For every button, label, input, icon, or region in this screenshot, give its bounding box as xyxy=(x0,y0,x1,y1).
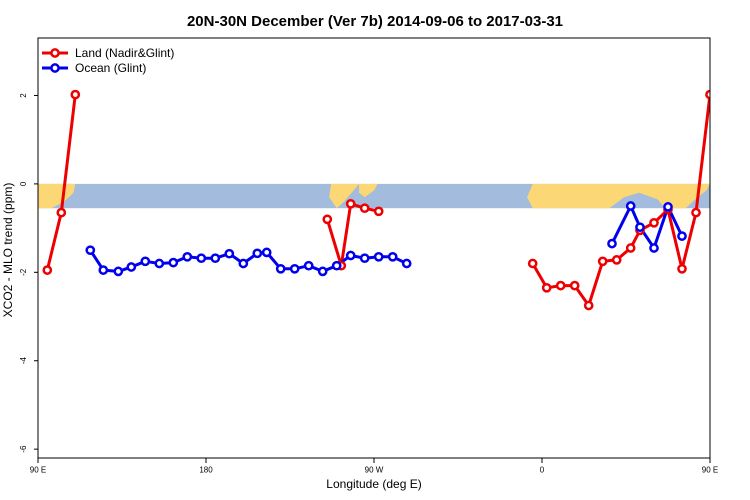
land-data-point xyxy=(42,265,53,275)
ocean-data-point xyxy=(373,251,384,262)
map-land xyxy=(38,183,76,209)
ocean-data-point xyxy=(85,245,96,256)
ocean-data-point xyxy=(331,260,342,271)
ocean-data-point xyxy=(252,248,263,259)
ocean-data-point xyxy=(168,257,179,268)
land-data-point xyxy=(345,198,356,209)
y-tick-label: 0 xyxy=(19,181,28,186)
ocean-data-point xyxy=(238,258,249,269)
x-axis: 90 E 180 90 W 0 90 E xyxy=(30,458,718,475)
ocean-data-point xyxy=(210,253,221,264)
ocean-data-point xyxy=(113,266,124,277)
x-axis-label: Longitude (deg E) xyxy=(326,477,421,491)
ocean-data-point xyxy=(359,253,370,264)
world-map-band xyxy=(38,183,710,209)
ocean-data-point xyxy=(196,253,207,264)
legend-ocean-marker xyxy=(50,63,60,73)
ocean-data-point xyxy=(744,268,750,275)
legend-land-marker xyxy=(50,48,60,58)
y-tick-label: -4 xyxy=(19,357,28,365)
ocean-data-point xyxy=(677,231,687,241)
ocean-data-point xyxy=(625,201,636,211)
x-tick-label: 90 W xyxy=(365,466,384,475)
land-data-point xyxy=(625,243,636,253)
ocean-data-point xyxy=(154,258,165,269)
ocean-data-point xyxy=(224,248,235,259)
ocean-data-point xyxy=(663,202,673,212)
ocean-data-point xyxy=(401,258,412,269)
ocean-series-line xyxy=(719,250,750,271)
ocean-data-point xyxy=(716,247,723,254)
ocean-data-point xyxy=(289,263,300,274)
land-data-point xyxy=(527,258,538,269)
y-tick-label: 2 xyxy=(19,93,28,98)
land-data-point xyxy=(373,206,384,217)
ocean-data-point xyxy=(140,256,151,267)
x-tick-label: 180 xyxy=(199,466,213,475)
series-points xyxy=(42,89,750,311)
land-data-point xyxy=(541,282,552,293)
ocean-data-point xyxy=(387,251,398,262)
legend-land-label: Land (Nadir&Glint) xyxy=(75,46,174,60)
ocean-data-point xyxy=(126,262,137,272)
ocean-data-point xyxy=(649,243,659,253)
chart-title: 20N-30N December (Ver 7b) 2014-09-06 to … xyxy=(187,13,563,30)
legend: Land (Nadir&Glint)Ocean (Glint) xyxy=(42,46,174,75)
land-data-point xyxy=(705,89,710,100)
ocean-data-point xyxy=(182,251,193,262)
ocean-series-line xyxy=(89,249,408,273)
land-data-point xyxy=(555,280,566,291)
land-data-point xyxy=(359,203,370,214)
x-tick-label: 90 E xyxy=(30,466,46,475)
land-data-point xyxy=(677,263,687,274)
ocean-data-point xyxy=(275,263,286,274)
ocean-data-point xyxy=(635,222,645,233)
land-data-point xyxy=(691,207,701,218)
land-data-point xyxy=(649,217,659,228)
land-series-line xyxy=(45,94,77,271)
map-land xyxy=(527,183,710,209)
land-data-point xyxy=(569,280,580,291)
land-data-point xyxy=(583,300,594,311)
ocean-data-point xyxy=(607,238,617,249)
y-tick-label: -6 xyxy=(19,445,28,453)
ocean-data-point xyxy=(98,265,109,275)
ocean-data-point xyxy=(317,266,328,277)
legend-ocean-label: Ocean (Glint) xyxy=(75,61,146,75)
map-land xyxy=(359,183,378,198)
land-data-point xyxy=(70,89,81,100)
plot-frame xyxy=(37,37,711,459)
ocean-data-point xyxy=(730,267,737,274)
x-tick-label: 90 E xyxy=(702,466,718,475)
map-land xyxy=(329,183,360,209)
x-tick-label: 0 xyxy=(540,466,545,475)
land-data-point xyxy=(597,256,608,267)
ocean-data-point xyxy=(303,260,314,271)
y-axis: 2 0 -2 -4 -6 xyxy=(19,93,38,453)
y-tick-label: -2 xyxy=(19,268,28,276)
ocean-data-point xyxy=(261,247,272,258)
land-data-point xyxy=(322,214,333,225)
land-data-point xyxy=(56,207,67,218)
land-data-point xyxy=(611,255,622,265)
ocean-data-point xyxy=(345,250,356,261)
y-axis-label: XCO2 - MLO trend (ppm) xyxy=(1,183,15,318)
